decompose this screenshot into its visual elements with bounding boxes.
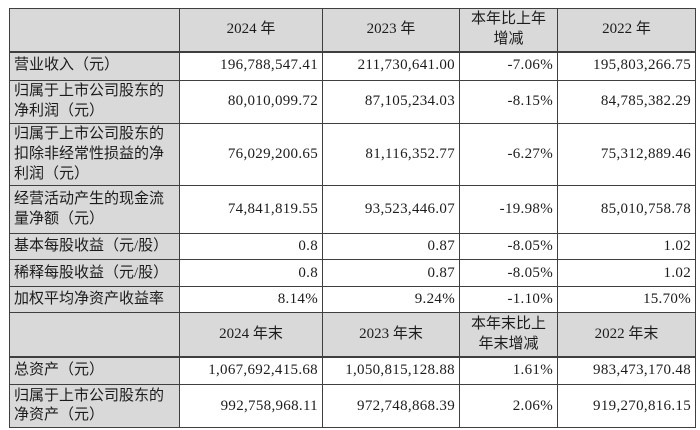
value-2023: 211,730,641.00 [322,51,460,82]
value-2024: 76,029,200.65 [179,123,323,187]
row-label: 总资产（元） [9,356,180,386]
header-2022: 2022 年 [557,7,696,53]
row-label: 经营活动产生的现金流量净额（元） [9,185,180,235]
header-blank-cell [9,312,180,358]
row-weighted-roe: 加权平均净资产收益率 8.14% 9.24% -1.10% 15.70% [9,286,696,314]
header-row-annual: 2024 年 2023 年 本年比上年 增减 2022 年 [9,7,696,53]
value-change: -6.27% [459,123,558,187]
row-label: 加权平均净资产收益率 [9,286,180,314]
header-2023: 2023 年 [322,7,460,53]
row-operating-cash-flow: 经营活动产生的现金流量净额（元） 74,841,819.55 93,523,44… [9,185,696,235]
value-2024: 992,758,968.11 [179,384,323,429]
row-operating-revenue: 营业收入（元） 196,788,547.41 211,730,641.00 -7… [9,51,696,82]
value-change: -8.05% [459,259,558,288]
value-change: 2.06% [459,384,558,429]
header-row-year-end: 2024 年末 2023 年末 本年末比上 年末增减 2022 年末 [9,312,696,358]
header-yoy-change: 本年比上年 增减 [459,7,558,53]
value-2023: 93,523,446.07 [322,185,460,235]
value-change: -7.06% [459,51,558,82]
value-2024: 0.8 [179,259,323,288]
value-2023: 81,116,352.77 [322,123,460,187]
header-2024: 2024 年 [179,7,323,53]
row-label: 稀释每股收益（元/股） [9,259,180,288]
financial-indicators-table: 2024 年 2023 年 本年比上年 增减 2022 年 营业收入（元） 19… [9,7,696,429]
header-2024-year-end: 2024 年末 [179,312,323,358]
value-2024: 1,067,692,415.68 [179,356,323,386]
value-2023: 87,105,234.03 [322,80,460,125]
value-change: -8.05% [459,233,558,261]
value-2023: 972,748,868.39 [322,384,460,429]
value-change: -8.15% [459,80,558,125]
value-2022: 1.02 [557,233,696,261]
value-change: -19.98% [459,185,558,235]
header-year-end-change: 本年末比上 年末增减 [459,312,558,358]
value-2024: 74,841,819.55 [179,185,323,235]
value-2022: 919,270,816.15 [557,384,696,429]
value-2022: 195,803,266.75 [557,51,696,82]
row-net-assets: 归属于上市公司股东的净资产（元） 992,758,968.11 972,748,… [9,384,696,429]
value-2022: 15.70% [557,286,696,314]
row-net-profit-deducted: 归属于上市公司股东的扣除非经常性损益的净利润（元） 76,029,200.65 … [9,123,696,187]
header-2022-year-end: 2022 年末 [557,312,696,358]
value-2024: 196,788,547.41 [179,51,323,82]
value-2024: 0.8 [179,233,323,261]
value-2022: 85,010,758.78 [557,185,696,235]
value-2023: 0.87 [322,233,460,261]
row-total-assets: 总资产（元） 1,067,692,415.68 1,050,815,128.88… [9,356,696,386]
row-label: 归属于上市公司股东的净资产（元） [9,384,180,429]
value-2022: 1.02 [557,259,696,288]
value-2023: 0.87 [322,259,460,288]
value-change: -1.10% [459,286,558,314]
row-net-profit: 归属于上市公司股东的净利润（元） 80,010,099.72 87,105,23… [9,80,696,125]
row-label: 营业收入（元） [9,51,180,82]
value-2023: 9.24% [322,286,460,314]
header-blank-cell [9,7,180,53]
value-2022: 75,312,889.46 [557,123,696,187]
row-label: 基本每股收益（元/股） [9,233,180,261]
value-2022: 983,473,170.48 [557,356,696,386]
row-label: 归属于上市公司股东的扣除非经常性损益的净利润（元） [9,123,180,187]
value-2024: 80,010,099.72 [179,80,323,125]
value-2022: 84,785,382.29 [557,80,696,125]
value-change: 1.61% [459,356,558,386]
row-label: 归属于上市公司股东的净利润（元） [9,80,180,125]
header-2023-year-end: 2023 年末 [322,312,460,358]
row-diluted-eps: 稀释每股收益（元/股） 0.8 0.87 -8.05% 1.02 [9,259,696,288]
value-2023: 1,050,815,128.88 [322,356,460,386]
row-basic-eps: 基本每股收益（元/股） 0.8 0.87 -8.05% 1.02 [9,233,696,261]
value-2024: 8.14% [179,286,323,314]
